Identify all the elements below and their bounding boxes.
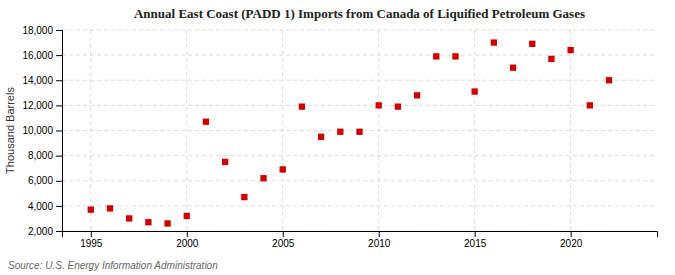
y-tick-mark [56, 105, 62, 106]
y-tick-label: 18,000 [22, 25, 53, 36]
y-tick-mark [56, 80, 62, 81]
x-tick: 1995 [80, 231, 103, 249]
y-axis-title: Thousand Barrels [4, 87, 16, 174]
y-tick-label: 4,000 [28, 201, 53, 212]
point [280, 166, 286, 172]
y-tick-label: 6,000 [28, 175, 53, 186]
point [107, 205, 113, 211]
x-tick: 2010 [368, 231, 391, 249]
point [376, 102, 382, 108]
point [567, 47, 573, 53]
point [452, 53, 458, 59]
point [184, 213, 190, 219]
y-axis: 2,000 4,000 6,000 8,000 10,000 12,000 14,000 16… [22, 25, 62, 237]
x-tick: 2020 [560, 231, 583, 249]
point [164, 220, 170, 226]
y-tick-label: 10,000 [22, 125, 53, 136]
y-tick-label: 2,000 [28, 226, 53, 237]
y-tick-label: 14,000 [22, 75, 53, 86]
grid-line-x [90, 30, 91, 231]
point [471, 88, 477, 94]
y-tick: 6,000 [28, 175, 62, 186]
grid-line-x [378, 30, 379, 231]
x-tick-label: 2020 [560, 238, 583, 249]
y-axis-line [56, 31, 63, 232]
y-tick-label: 16,000 [22, 50, 53, 61]
x-tick-label: 2000 [176, 238, 199, 249]
x-tick-mark [475, 231, 476, 237]
grid-line-y [62, 30, 657, 31]
y-tick-mark [56, 30, 62, 31]
y-tick-mark [56, 156, 62, 157]
x-tick-label: 2015 [464, 238, 487, 249]
point [337, 129, 343, 135]
point [529, 41, 535, 47]
x-tick-label: 2010 [368, 238, 391, 249]
y-tick: 12,000 [22, 100, 62, 111]
y-tick-mark [56, 131, 62, 132]
point [433, 53, 439, 59]
y-tick-mark [56, 206, 62, 207]
x-tick-label: 2005 [272, 238, 295, 249]
y-tick: 18,000 [22, 25, 62, 36]
x-tick-mark [91, 231, 92, 237]
point [299, 103, 305, 109]
point [356, 129, 362, 135]
point [587, 102, 593, 108]
y-tick-mark [56, 55, 62, 56]
point [203, 119, 209, 125]
grid-line-y [62, 205, 657, 206]
y-tick-label: 12,000 [22, 100, 53, 111]
y-tick: 14,000 [22, 75, 62, 86]
x-tick-mark [379, 231, 380, 237]
x-tick-label: 1995 [80, 238, 103, 249]
x-axis: 1995 2000 2005 2010 2015 2020 [63, 231, 658, 249]
x-tick-mark [571, 231, 572, 237]
point [241, 194, 247, 200]
x-tick: 2000 [176, 231, 199, 249]
title: Annual East Coast (PADD 1) Imports from … [134, 6, 585, 21]
y-tick-mark [56, 231, 62, 232]
point [145, 219, 151, 225]
source-note: Source: U.S. Energy Information Administ… [8, 260, 218, 271]
grid-line-y [62, 105, 657, 106]
x-tick-mark [283, 231, 284, 237]
point [222, 159, 228, 165]
point [88, 206, 94, 212]
grid-line-y [62, 55, 657, 56]
y-tick: 10,000 [22, 125, 62, 136]
y-tick: 8,000 [28, 150, 62, 161]
point [395, 103, 401, 109]
grid-line-x [474, 30, 475, 231]
point [260, 175, 266, 181]
point [414, 92, 420, 98]
plot-area: 1995 2000 2005 2010 2015 2020 2,000 4,000 6,000 8… [22, 25, 657, 249]
y-tick: 2,000 [28, 226, 62, 237]
grid-line-x [282, 30, 283, 231]
point [318, 134, 324, 140]
point [606, 77, 612, 83]
point [126, 215, 132, 221]
x-tick-mark [187, 231, 188, 237]
y-tick-label: 8,000 [28, 150, 53, 161]
grid-line-y [62, 80, 657, 81]
chart: 1995 2000 2005 2010 2015 2020 2,000 4,000 6,000 8… [0, 0, 675, 275]
y-tick-mark [56, 181, 62, 182]
point [510, 65, 516, 71]
grid-line-y [62, 155, 657, 156]
grid [62, 30, 657, 231]
marks [88, 39, 613, 226]
x-tick: 2005 [272, 231, 295, 249]
y-tick: 16,000 [22, 50, 62, 61]
grid-line-x [186, 30, 187, 231]
y-tick: 4,000 [28, 201, 62, 212]
x-axis-line [63, 232, 658, 238]
grid-line-x [570, 30, 571, 231]
point [491, 39, 497, 45]
grid-line-y [62, 180, 657, 181]
point [548, 56, 554, 62]
x-tick: 2015 [464, 231, 487, 249]
